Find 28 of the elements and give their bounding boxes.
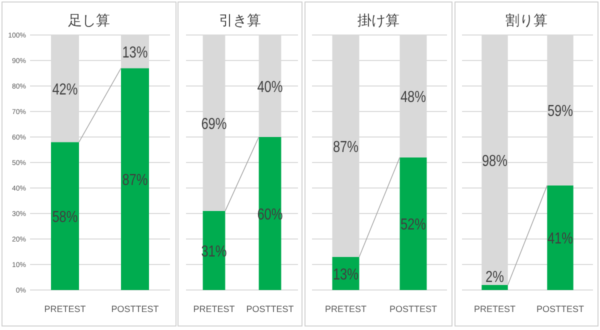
x-tick-label: POSTTEST [389, 304, 438, 314]
data-label: 87% [332, 138, 359, 156]
chart-title: 割り算 [506, 12, 548, 28]
data-label: 98% [482, 152, 508, 170]
x-tick-label: PRETEST [324, 304, 367, 314]
bar [121, 68, 149, 290]
x-tick-label: POSTTEST [536, 304, 584, 314]
data-label: 42% [52, 81, 78, 99]
data-label: 2% [486, 268, 504, 286]
data-label: 59% [547, 102, 574, 121]
data-label: 13% [122, 44, 148, 62]
data-label: 52% [400, 216, 426, 234]
chart-title: 足し算 [68, 12, 110, 28]
x-tick-label: PRETEST [474, 304, 516, 314]
data-label: 41% [547, 230, 574, 248]
data-label: 13% [332, 266, 359, 284]
x-tick-label: PRETEST [193, 304, 236, 314]
x-tick-label: POSTTEST [246, 304, 294, 314]
chart-title: 引き算 [219, 12, 261, 28]
x-tick-label: POSTTEST [111, 304, 160, 314]
data-label: 69% [201, 116, 227, 134]
data-label: 40% [257, 78, 283, 96]
bar [51, 142, 79, 290]
x-tick-label: PRETEST [44, 304, 86, 314]
chart-title: 掛け算 [358, 12, 400, 28]
data-label: 87% [122, 172, 148, 190]
data-label: 58% [52, 208, 78, 226]
data-label: 48% [400, 88, 426, 107]
